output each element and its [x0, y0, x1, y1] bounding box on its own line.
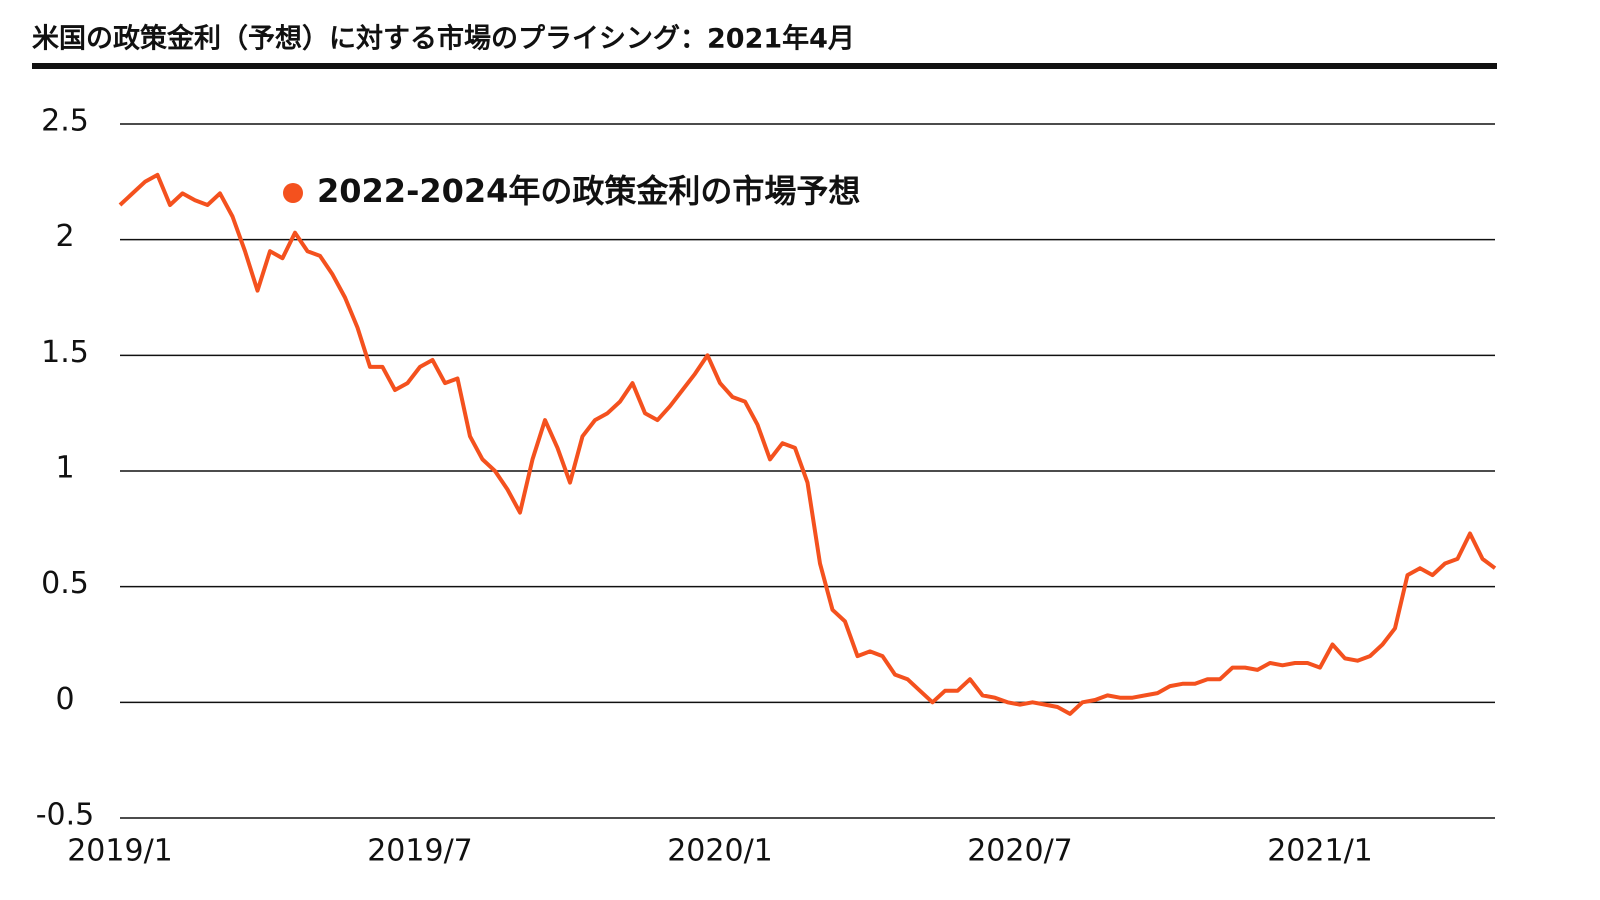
x-tick-label: 2021/1: [1267, 834, 1373, 869]
legend-label: 2022-2024年の政策金利の市場予想: [317, 172, 860, 210]
y-tick-label: -0.5: [36, 798, 95, 833]
x-tick-label: 2019/1: [67, 834, 173, 869]
legend-marker: [283, 183, 303, 203]
y-tick-label: 1: [55, 451, 74, 486]
x-tick-label: 2020/7: [967, 834, 1073, 869]
x-tick-label: 2019/7: [367, 834, 473, 869]
chart-title: 米国の政策金利（予想）に対する市場のプライシング：2021年4月: [32, 23, 855, 55]
y-tick-label: 2: [55, 219, 74, 254]
x-tick-label: 2020/1: [667, 834, 773, 869]
data-line: [118, 172, 1497, 716]
title-rule: [32, 63, 1497, 69]
y-tick-label: 1.5: [41, 335, 89, 370]
y-tick-label: 2.5: [41, 104, 89, 139]
y-tick-label: 0.5: [41, 566, 89, 601]
y-tick-label: 0: [55, 682, 74, 717]
